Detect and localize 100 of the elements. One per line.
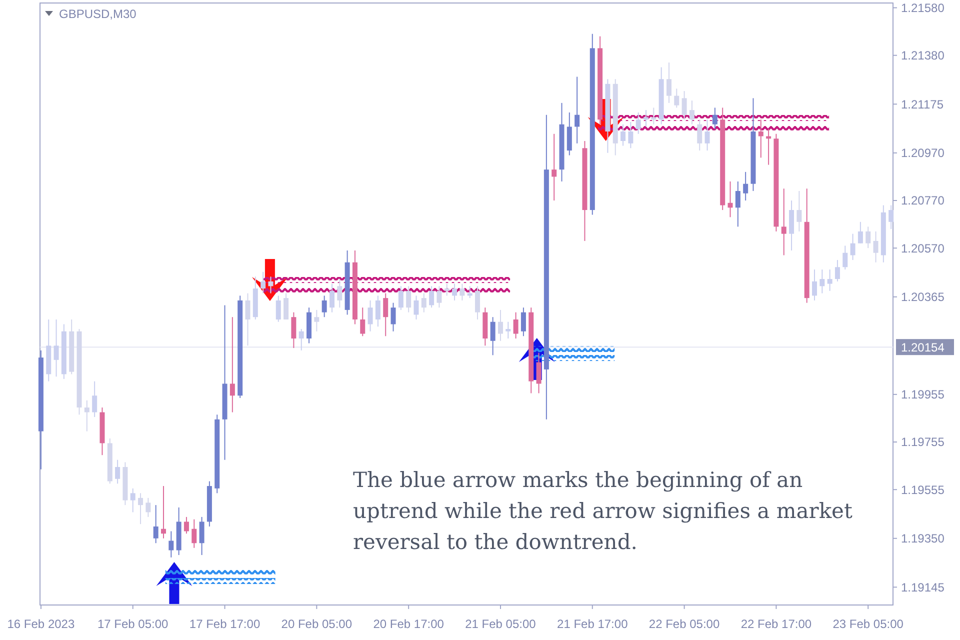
candlestick <box>268 276 274 294</box>
candlestick <box>712 107 718 130</box>
candlestick <box>728 180 733 218</box>
candlestick <box>153 504 158 544</box>
candlestick <box>84 400 90 432</box>
candlestick <box>513 312 518 339</box>
annotation: The blue arrow marks the beginning of an uptrend while the red arrow signifies a market reversal to the downtrend. <box>353 468 853 554</box>
candlestick <box>245 292 250 346</box>
candlestick <box>566 112 572 156</box>
candlestick <box>536 352 542 394</box>
x-tick-label: 17 Feb 17:00 <box>189 617 260 631</box>
candlestick <box>636 112 641 134</box>
candlestick <box>314 309 320 332</box>
x-tick-label: 22 Feb 17:00 <box>740 617 812 631</box>
candlestick <box>498 309 503 342</box>
candlestick <box>743 171 748 201</box>
candlestick <box>329 283 334 313</box>
candlestick <box>490 316 496 356</box>
candlestick <box>781 188 786 256</box>
candlestick <box>866 226 871 249</box>
candlestick <box>475 286 480 320</box>
candlestick <box>260 271 266 294</box>
candlestick <box>337 278 342 308</box>
candlestick <box>368 300 373 332</box>
candlestick <box>812 269 817 301</box>
candlestick <box>429 286 434 308</box>
candlestick <box>735 180 740 228</box>
candlestick <box>628 121 634 149</box>
candlestick <box>520 307 526 337</box>
x-tick-label: 20 Feb 05:00 <box>281 617 352 631</box>
candlestick <box>644 110 649 128</box>
candlestick <box>322 295 327 318</box>
candlestick <box>506 321 511 339</box>
candlestick <box>130 488 136 513</box>
x-tick-label: 21 Feb 17:00 <box>557 617 628 631</box>
candlestick <box>54 318 59 378</box>
candlestick <box>850 233 856 260</box>
candlestick <box>168 530 174 558</box>
x-tick-label: 22 Feb 05:00 <box>648 617 720 631</box>
x-tick-label: 16 Feb 2023 <box>7 617 75 631</box>
y-tick-label: 1.20770 <box>901 194 945 208</box>
candlestick <box>390 302 396 332</box>
y-tick-label: 1.19955 <box>901 388 945 402</box>
candlestick <box>360 307 366 337</box>
candlestick <box>858 221 863 244</box>
candlestick <box>138 492 144 525</box>
y-tick-label: 1.19555 <box>901 482 945 497</box>
x-tick-label: 21 Feb 05:00 <box>465 617 536 631</box>
y-tick-label: 1.21580 <box>901 0 945 15</box>
candlestick <box>291 312 296 349</box>
y-tick-label: 1.21175 <box>901 97 944 112</box>
candlestick <box>827 269 832 292</box>
candlestick <box>276 295 281 322</box>
candlestick <box>460 283 465 301</box>
candlestick <box>436 286 442 308</box>
candlestick <box>674 88 680 108</box>
candlestick <box>766 128 772 166</box>
candlestick <box>842 245 848 270</box>
candlestick <box>796 190 802 232</box>
candlestick <box>820 269 825 294</box>
candlestick <box>620 124 626 146</box>
x-tick-label: 20 Feb 17:00 <box>373 617 444 631</box>
candlestick <box>452 283 458 301</box>
candlestick <box>682 90 687 120</box>
candlestick <box>834 259 840 282</box>
y-tick-label: 1.19755 <box>901 435 945 450</box>
ref-line-label: 1.20154 <box>901 340 945 354</box>
candlestick <box>398 286 404 310</box>
candlestick <box>552 133 557 201</box>
candlestick <box>873 230 878 263</box>
candlestick <box>284 292 289 320</box>
candlestick <box>697 119 702 152</box>
y-tick-label: 1.20365 <box>901 290 945 304</box>
candlestick <box>406 286 412 313</box>
y-tick-label: 1.20970 <box>901 146 945 160</box>
candlestick <box>375 295 380 328</box>
y-tick-label: 1.20570 <box>901 241 945 256</box>
candlestick <box>651 107 656 125</box>
candlestick <box>888 204 894 230</box>
candlestick <box>758 119 764 158</box>
candlestick <box>199 516 204 556</box>
x-tick-label: 23 Feb 05:00 <box>832 617 904 631</box>
candlestick <box>146 497 151 518</box>
candlestick <box>666 62 672 104</box>
candlestick <box>421 292 426 313</box>
y-tick-label: 1.19350 <box>901 532 945 546</box>
candlestick <box>574 76 580 144</box>
x-tick-label: 17 Feb 05:00 <box>97 617 169 631</box>
y-tick-label: 1.19145 <box>901 580 945 594</box>
candlestick <box>414 295 419 320</box>
candlestick <box>92 380 98 418</box>
candlestick <box>115 459 120 484</box>
chart-title: GBPUSD,M30 <box>59 7 137 21</box>
candlestick <box>230 316 235 413</box>
candlestick <box>184 516 189 534</box>
candlestick <box>444 283 450 296</box>
candlestick <box>789 200 794 251</box>
candlestick <box>298 328 304 351</box>
y-tick-label: 1.21380 <box>901 48 945 63</box>
candlestick <box>689 100 694 125</box>
